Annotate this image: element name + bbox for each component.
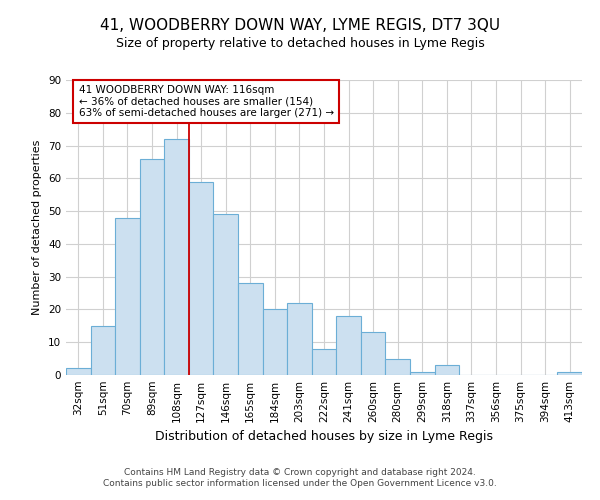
Text: 41 WOODBERRY DOWN WAY: 116sqm
← 36% of detached houses are smaller (154)
63% of : 41 WOODBERRY DOWN WAY: 116sqm ← 36% of d… bbox=[79, 85, 334, 118]
Bar bbox=[385, 358, 410, 375]
Bar bbox=[336, 316, 361, 375]
Text: Size of property relative to detached houses in Lyme Regis: Size of property relative to detached ho… bbox=[116, 38, 484, 51]
X-axis label: Distribution of detached houses by size in Lyme Regis: Distribution of detached houses by size … bbox=[155, 430, 493, 444]
Bar bbox=[91, 326, 115, 375]
Bar bbox=[238, 283, 263, 375]
Bar bbox=[164, 139, 189, 375]
Bar bbox=[312, 349, 336, 375]
Bar bbox=[214, 214, 238, 375]
Bar bbox=[361, 332, 385, 375]
Bar bbox=[263, 310, 287, 375]
Bar bbox=[115, 218, 140, 375]
Bar bbox=[434, 365, 459, 375]
Text: Contains HM Land Registry data © Crown copyright and database right 2024.
Contai: Contains HM Land Registry data © Crown c… bbox=[103, 468, 497, 487]
Bar bbox=[140, 158, 164, 375]
Bar bbox=[410, 372, 434, 375]
Bar bbox=[557, 372, 582, 375]
Text: 41, WOODBERRY DOWN WAY, LYME REGIS, DT7 3QU: 41, WOODBERRY DOWN WAY, LYME REGIS, DT7 … bbox=[100, 18, 500, 32]
Y-axis label: Number of detached properties: Number of detached properties bbox=[32, 140, 43, 315]
Bar bbox=[287, 303, 312, 375]
Bar bbox=[189, 182, 214, 375]
Bar bbox=[66, 368, 91, 375]
